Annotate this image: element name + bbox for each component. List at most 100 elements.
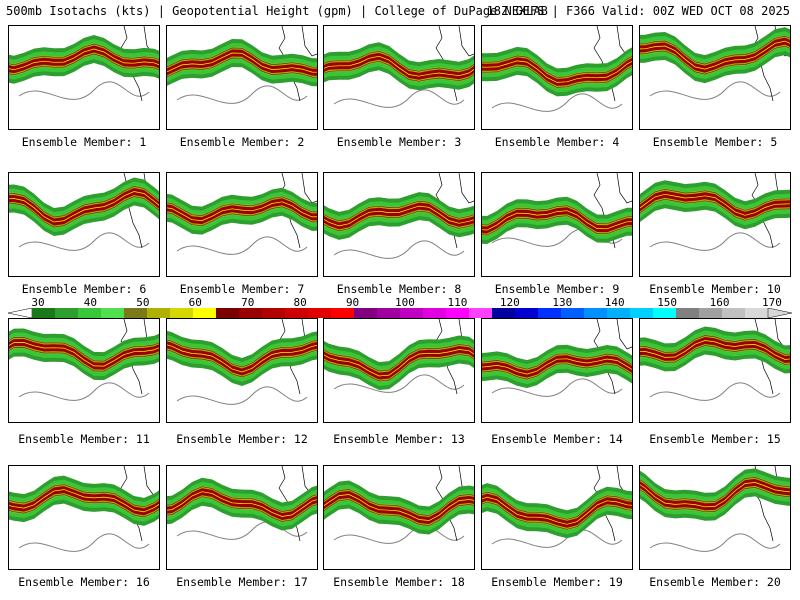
ensemble-panel-5 (639, 25, 791, 130)
height-contour-in-jet (324, 200, 474, 222)
jet-stream-map-15 (640, 319, 790, 401)
height-contour-in-jet (482, 358, 632, 375)
header-title: 500mb Isotachs (kts) | Geopotential Heig… (6, 4, 548, 18)
colorbar-strip (8, 308, 792, 318)
colorbar-swatch (170, 308, 194, 318)
colorbar-swatch (515, 308, 539, 318)
colorbar-swatch (561, 308, 585, 318)
isotach-80kt (9, 45, 159, 74)
ensemble-panel-1 (8, 25, 160, 130)
jet-stream-map-7 (167, 173, 317, 255)
height-contour-in-jet (9, 484, 159, 508)
colorbar-swatch (308, 308, 332, 318)
header-valid-time: 18Z GEFS | F366 Valid: 00Z WED OCT 08 20… (486, 4, 790, 18)
height-contour-in-jet (167, 201, 317, 221)
height-contour-in-jet (324, 205, 474, 227)
height-contour-in-jet (167, 349, 317, 378)
height-contour-in-jet (167, 339, 317, 368)
height-contour-in-jet (640, 193, 790, 216)
jet-stream-map-14 (482, 319, 632, 397)
ensemble-member-label: Ensemble Member: 20 (649, 575, 781, 589)
height-contour-in-jet (324, 499, 474, 526)
colorbar-swatch (538, 308, 562, 318)
height-contour-in-jet (9, 196, 159, 228)
height-contour-in-jet (482, 363, 632, 380)
height-contour-in-jet (324, 494, 474, 521)
height-contour (491, 93, 623, 112)
height-contour-in-jet (640, 335, 790, 355)
ensemble-member-label: Ensemble Member: 13 (333, 432, 465, 446)
colorbar-swatch (722, 308, 746, 318)
colorbar-swatch (699, 308, 723, 318)
colorbar-tick-label: 120 (499, 296, 520, 309)
isotach-60kt (482, 491, 632, 531)
height-contour-in-jet (167, 486, 317, 512)
jet-stream-map-4 (482, 26, 632, 112)
height-contour-in-jet (324, 349, 474, 377)
height-contour-in-jet (482, 491, 632, 520)
ensemble-panel-16 (8, 465, 160, 570)
ensemble-member-label: Ensemble Member: 4 (494, 135, 620, 149)
height-contour-in-jet (640, 45, 790, 75)
height-contour-in-jet (9, 48, 159, 71)
jet-stream-map-17 (167, 466, 317, 542)
height-contour-in-jet (640, 345, 790, 365)
colorbar-swatch (492, 308, 516, 318)
height-contour-in-jet (482, 210, 632, 231)
colorbar-swatch (676, 308, 700, 318)
isotach-80kt (324, 491, 474, 524)
height-contour (333, 240, 465, 259)
ensemble-panel-6 (8, 172, 160, 277)
ensemble-member-label: Ensemble Member: 6 (21, 282, 147, 296)
isotach-50kt (482, 487, 632, 535)
colorbar-swatch (630, 308, 654, 318)
jet-stream-map-9 (482, 173, 632, 249)
ensemble-member-label: Ensemble Member: 16 (18, 575, 150, 589)
colorbar-tick-label: 160 (709, 296, 730, 309)
height-contour (491, 378, 623, 397)
isotach-30kt (640, 27, 790, 84)
height-contour-in-jet (482, 205, 632, 226)
isotach-60kt (167, 338, 317, 378)
isotach-80kt (9, 339, 159, 370)
height-contour (176, 85, 308, 104)
height-contour-in-jet (9, 337, 159, 362)
isotach-50kt (640, 31, 790, 80)
height-contour-in-jet (324, 210, 474, 232)
jet-stream-map-8 (324, 173, 474, 259)
height-contour-in-jet (482, 215, 632, 236)
colorbar-tick-label: 100 (395, 296, 415, 309)
jet-stream-map-10 (640, 173, 790, 251)
height-contour-in-jet (9, 494, 159, 518)
isotach-colorbar: 30 40 50 60 70 80 90 100 110 120 130 140 150 160 170 (8, 296, 792, 320)
height-contour-in-jet (167, 344, 317, 373)
colorbar-tick-label: 170 (762, 296, 782, 309)
ensemble-member-label: Ensemble Member: 3 (336, 135, 462, 149)
height-contour (333, 525, 465, 544)
height-contour-in-jet (482, 65, 632, 88)
colorbar-swatch (354, 308, 378, 318)
colorbar-tick-label: 30 (31, 296, 45, 309)
height-contour (18, 81, 150, 100)
ensemble-member-label: Ensemble Member: 11 (18, 432, 150, 446)
colorbar-tick-label: 90 (345, 296, 360, 309)
jet-stream-map-6 (9, 173, 159, 251)
colorbar-tick-label: 40 (83, 296, 98, 309)
height-contour-in-jet (167, 206, 317, 226)
height-contour-in-jet (9, 186, 159, 218)
jet-stream-map-1 (9, 26, 159, 102)
ensemble-member-label: Ensemble Member: 2 (179, 135, 305, 149)
isotach-80kt (324, 52, 474, 80)
height-contour-in-jet (482, 60, 632, 83)
ensemble-member-label: Ensemble Member: 15 (649, 432, 781, 446)
isotach-80kt (640, 190, 790, 219)
jet-stream-map-18 (324, 466, 474, 544)
height-contour (649, 81, 781, 100)
height-contour-in-jet (482, 55, 632, 78)
ensemble-member-label: Ensemble Member: 10 (649, 282, 781, 296)
height-contour-in-jet (167, 496, 317, 522)
jet-stream-map-13 (324, 319, 474, 395)
ensemble-panel-3 (323, 25, 475, 130)
height-contour (176, 521, 308, 540)
ensemble-member-label: Ensemble Member: 8 (336, 282, 462, 296)
